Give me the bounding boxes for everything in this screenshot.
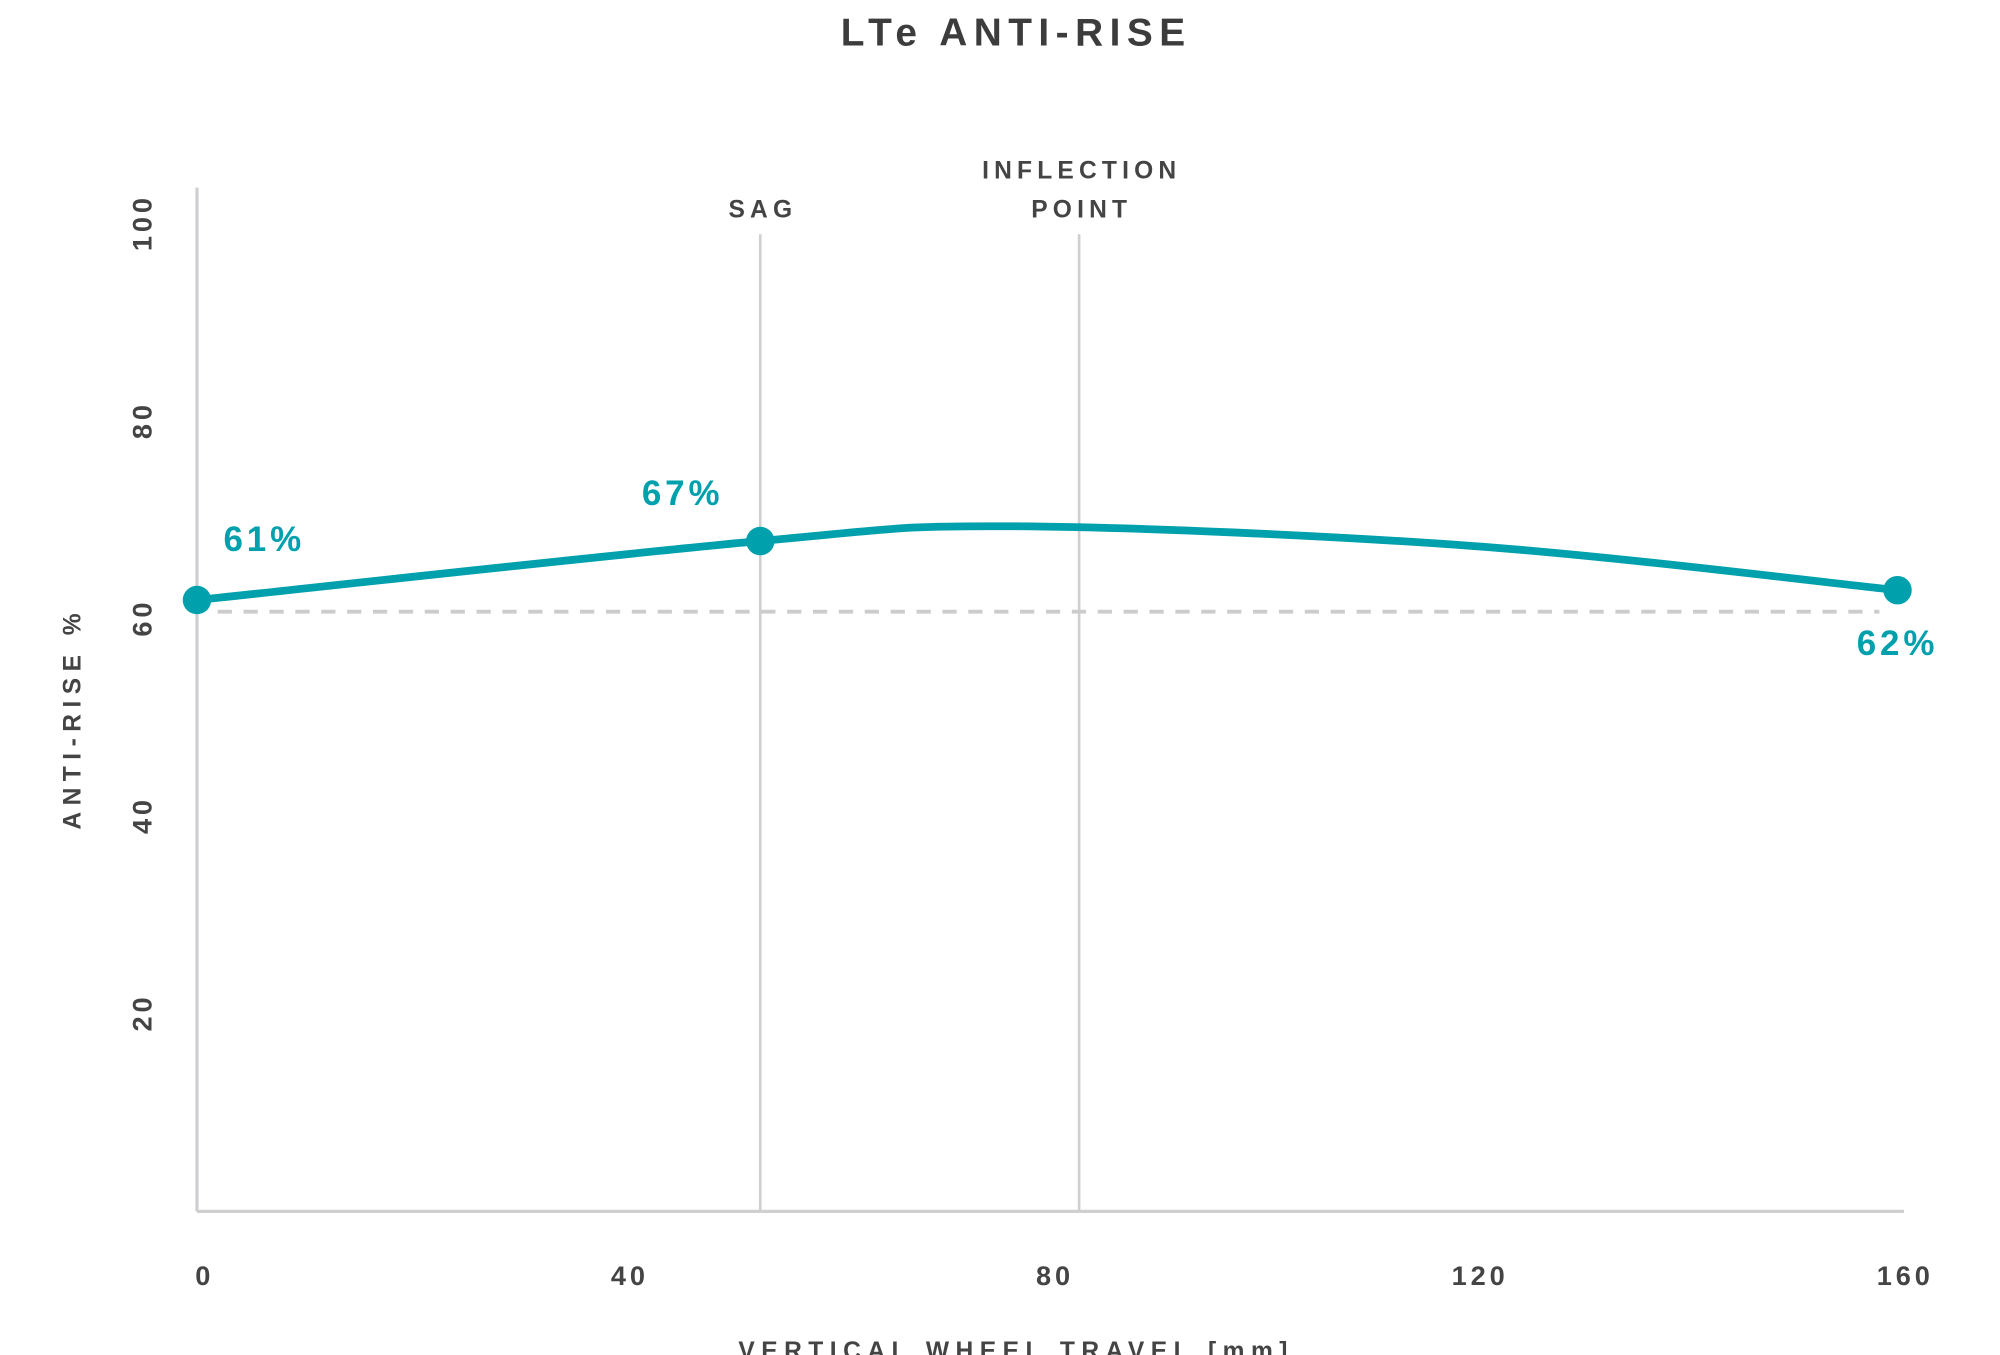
reference-line-label: POINT [1031,196,1132,223]
data-point [1883,575,1912,605]
series-line [193,522,1902,604]
x-tick-label: 80 [1036,1260,1074,1291]
y-tick-label: 60 [127,599,158,637]
y-tick-label: 100 [127,194,158,251]
data-point-label: 62% [1857,624,1939,663]
x-axis-label: VERTICAL WHEEL TRAVEL [mm] [738,1338,1294,1355]
data-point [182,585,212,615]
y-tick-label: 20 [127,994,158,1032]
x-tick-label: 120 [1452,1260,1509,1291]
reference-line-label: INFLECTION [982,158,1181,185]
chart-title: LTe ANTI-RISE [841,11,1192,54]
y-tick-label: 80 [127,401,158,439]
y-tick-label: 40 [127,796,158,834]
reference-line-label: SAG [728,196,797,223]
data-point-label: 67% [642,474,724,513]
x-tick-label: 40 [611,1260,649,1291]
y-axis-label: ANTI-RISE % [59,607,86,830]
x-tick-label: 0 [195,1260,214,1291]
data-point-label: 61% [223,520,305,559]
data-point [746,526,775,556]
x-tick-label: 160 [1877,1260,1934,1291]
